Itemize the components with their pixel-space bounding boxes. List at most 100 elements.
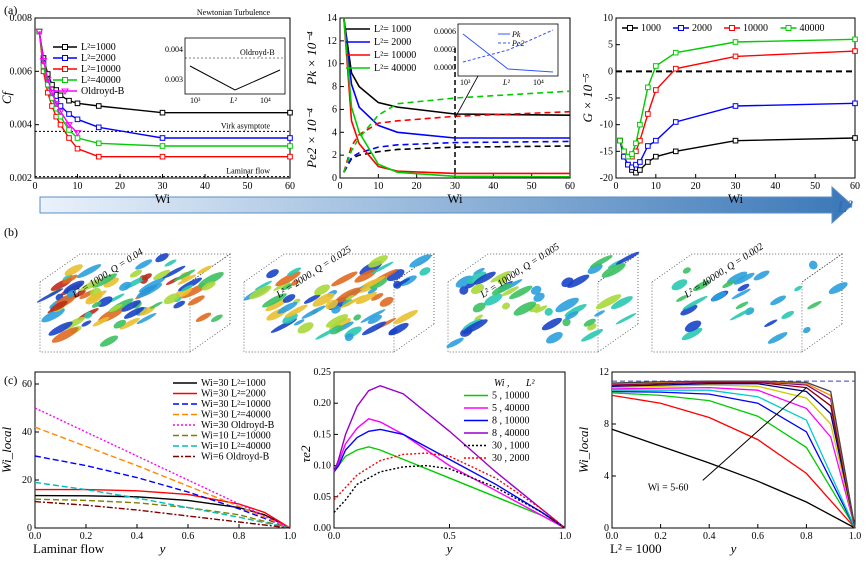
x-tick-label: 60 xyxy=(285,181,295,192)
iso-box xyxy=(651,253,844,353)
data-point xyxy=(852,135,858,141)
vortex-structure xyxy=(446,337,464,348)
x-tick-label: 40 xyxy=(488,181,498,192)
vortex-structure xyxy=(589,255,613,268)
x-tick-label: 0.2 xyxy=(80,531,93,542)
x-tick-label: 0.6 xyxy=(182,531,195,542)
data-point xyxy=(159,135,166,141)
vortex-structure xyxy=(119,281,132,291)
panel-label-b: (b) xyxy=(4,225,18,239)
vortex-structure xyxy=(561,277,574,288)
legend-label: Oldroyd-B xyxy=(81,86,125,97)
vortex-structure xyxy=(275,271,301,287)
vortex-structure xyxy=(491,283,512,295)
vortex-structure xyxy=(583,318,596,327)
vortex-structure xyxy=(362,321,387,336)
x-tick-label: 40 xyxy=(200,181,210,192)
y-tick-label: 2 xyxy=(332,150,337,161)
legend-marker xyxy=(62,66,68,72)
vortex-structure xyxy=(149,301,163,309)
y-tick-label: 12 xyxy=(327,36,337,47)
data-point xyxy=(653,153,659,160)
series-line-pe2 xyxy=(343,110,571,173)
data-point xyxy=(159,109,166,116)
vortex-structure xyxy=(371,261,394,274)
x-tick-label: 1.0 xyxy=(559,531,572,542)
legend-label: L²=10000 xyxy=(81,64,121,75)
vortex-structure xyxy=(681,327,703,341)
x-tick-label: 1.0 xyxy=(849,531,862,542)
panel-label-a: (a) xyxy=(4,3,17,17)
y-tick-label: -5 xyxy=(605,93,613,104)
vortex-structure xyxy=(174,269,196,282)
iso-box-edge xyxy=(801,323,843,353)
legend-label: Wi=30 L²=2000 xyxy=(201,389,266,400)
data-point xyxy=(629,151,635,157)
vortex-structure xyxy=(472,302,486,313)
y-tick-label: 0 xyxy=(604,523,609,534)
vortex-structure xyxy=(135,259,153,270)
series-line xyxy=(611,394,856,529)
y-tick-label: 8 xyxy=(332,82,337,93)
x-tick-label: 20 xyxy=(115,181,125,192)
y-tick-label: 0.15 xyxy=(314,429,332,440)
data-point xyxy=(732,39,739,45)
inset-label: Oldroyd-B xyxy=(240,48,275,57)
y-tick-label: 0.05 xyxy=(314,492,332,503)
reference-label: Laminar flow xyxy=(226,167,270,176)
vortex-structure xyxy=(177,274,197,285)
chart-a3: 0 10 20 30 40 50 60 -20 -15 -10 -5 0 5 10 Wi G × 10⁻⁵ 10… xyxy=(580,13,860,206)
y-tick-label: 0.002 xyxy=(10,173,33,184)
vortex-structure xyxy=(48,321,73,336)
vortex-structure xyxy=(729,307,753,321)
x-tick-label: 10 xyxy=(373,181,383,192)
vortex-structure xyxy=(136,313,157,325)
iso-panel: L² = 1000, Q = 0.04 xyxy=(36,247,232,353)
x-tick-label: 50 xyxy=(810,181,820,192)
vortex-structure xyxy=(344,333,354,341)
data-point xyxy=(287,135,293,141)
inset-curve-pe2 xyxy=(462,29,554,63)
vortex-structure xyxy=(92,316,110,327)
series-line xyxy=(34,498,291,529)
series-line xyxy=(612,389,856,529)
vortex-structure xyxy=(291,280,299,286)
series-line-pe2 xyxy=(343,145,571,173)
vortex-structure xyxy=(73,290,86,298)
x-tick-label: 0.8 xyxy=(233,531,246,542)
vortex-structure xyxy=(474,314,484,321)
legend-label: Wi=10 L²=10000 xyxy=(201,431,271,442)
vortex-structure xyxy=(49,300,68,312)
legend-label: Wi=6 Oldroyd-B xyxy=(201,452,270,463)
vortex-structure xyxy=(97,296,113,307)
series-line xyxy=(333,418,566,529)
y-tick-label: 0.25 xyxy=(314,367,332,378)
data-point xyxy=(637,121,643,128)
vortex-structure xyxy=(262,293,287,308)
y-axis-label-bottom: Pe2 × 10⁻⁴ xyxy=(304,108,319,169)
vortex-structure xyxy=(41,308,65,323)
vortex-structure xyxy=(353,314,362,321)
y-tick-label: 12 xyxy=(599,367,609,378)
vortex-structure xyxy=(360,276,386,291)
y-tick-label: 0 xyxy=(332,173,337,184)
plot-frame xyxy=(34,371,291,529)
inset-curve-pk xyxy=(462,33,554,73)
iso-box xyxy=(447,253,640,353)
data-point xyxy=(617,137,623,144)
y-axis-label: Wi_local xyxy=(576,427,591,474)
vortex-structure xyxy=(379,296,394,307)
vortex-structure xyxy=(534,305,548,313)
x-tick-label: 0.8 xyxy=(800,531,813,542)
data-point xyxy=(852,36,858,43)
y-tick-label: 14 xyxy=(327,13,337,24)
iso-box-edge xyxy=(393,323,435,353)
legend-marker xyxy=(678,25,684,31)
series-line-pk xyxy=(343,17,571,178)
data-point xyxy=(637,159,643,165)
legend-marker xyxy=(627,25,633,31)
legend-label: L²=2000 xyxy=(81,53,116,64)
vortex-structure xyxy=(62,274,73,281)
vortex-structure xyxy=(355,291,377,305)
bottom-note: Laminar flow xyxy=(33,541,105,556)
